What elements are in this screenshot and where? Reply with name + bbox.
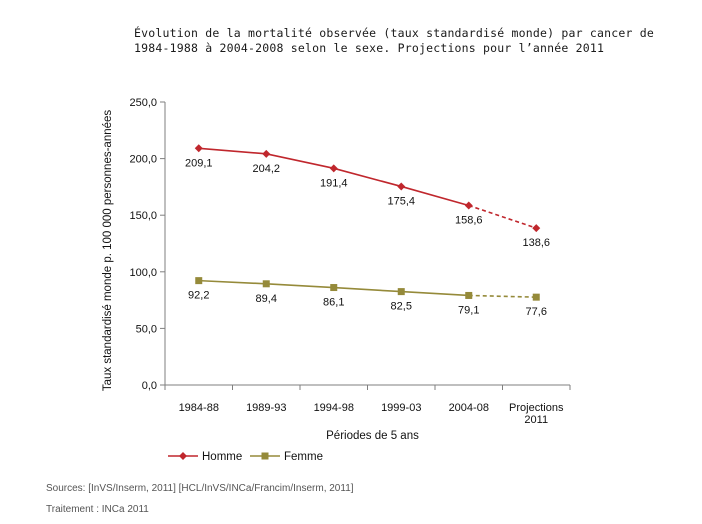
y-tick-label: 50,0 <box>136 323 157 335</box>
data-label-femme: 89,4 <box>256 293 277 305</box>
y-tick-label: 250,0 <box>129 97 157 109</box>
chart-title-line-1: Évolution de la mortalité observée (taux… <box>134 26 655 40</box>
data-point-homme <box>464 201 473 210</box>
x-tick-label: Projections <box>509 402 564 414</box>
data-label-femme: 82,5 <box>391 301 412 313</box>
legend-label-homme: Homme <box>202 451 242 463</box>
legend-label-femme: Femme <box>284 451 323 463</box>
x-tick-label: 2004-08 <box>449 402 489 414</box>
data-point-femme <box>330 284 338 292</box>
x-tick-label: 1984-88 <box>179 402 219 414</box>
chart-title: Évolution de la mortalité observée (taux… <box>134 26 694 56</box>
data-point-femme <box>532 293 540 301</box>
data-point-homme <box>532 224 541 233</box>
data-label-femme: 86,1 <box>323 297 344 309</box>
x-tick-label: 1999-03 <box>381 402 421 414</box>
data-point-femme <box>465 291 473 299</box>
data-point-homme <box>329 164 338 173</box>
data-label-homme: 209,1 <box>185 157 213 169</box>
y-tick-label: 100,0 <box>129 267 157 279</box>
data-point-homme <box>397 182 406 191</box>
legend-marker-homme <box>179 452 187 460</box>
treatment-note: Traitement : INCa 2011 <box>46 504 149 515</box>
y-axis-title: Taux standardisé monde p. 100 000 person… <box>102 110 114 392</box>
data-label-homme: 204,2 <box>252 163 280 175</box>
legend-marker-femme <box>261 452 269 460</box>
series-projection-line-femme <box>468 294 537 298</box>
sources-note: Sources: [InVS/Inserm, 2011] [HCL/InVS/I… <box>46 483 354 494</box>
data-label-homme: 158,6 <box>455 214 483 226</box>
data-point-femme <box>262 280 270 288</box>
y-tick-label: 200,0 <box>129 154 157 166</box>
chart-title-line-2: 1984-1988 à 2004-2008 selon le sexe. Pro… <box>134 41 605 55</box>
data-label-femme: 92,2 <box>188 290 209 302</box>
data-point-homme <box>194 144 203 153</box>
data-point-homme <box>262 149 271 158</box>
x-axis-title: Périodes de 5 ans <box>326 430 419 442</box>
series-projection-line-homme <box>468 204 537 229</box>
x-tick-label: 2011 <box>524 414 548 426</box>
data-label-femme: 77,6 <box>526 306 547 318</box>
data-label-femme: 79,1 <box>458 304 479 316</box>
y-tick-label: 0,0 <box>142 380 157 392</box>
data-point-femme <box>195 277 203 285</box>
x-tick-label: 1994-98 <box>314 402 354 414</box>
data-label-homme: 191,4 <box>320 177 348 189</box>
data-label-homme: 138,6 <box>522 237 550 249</box>
x-tick-label: 1989-93 <box>246 402 286 414</box>
data-point-femme <box>397 288 405 296</box>
y-tick-label: 150,0 <box>129 210 157 222</box>
data-label-homme: 175,4 <box>387 195 415 207</box>
